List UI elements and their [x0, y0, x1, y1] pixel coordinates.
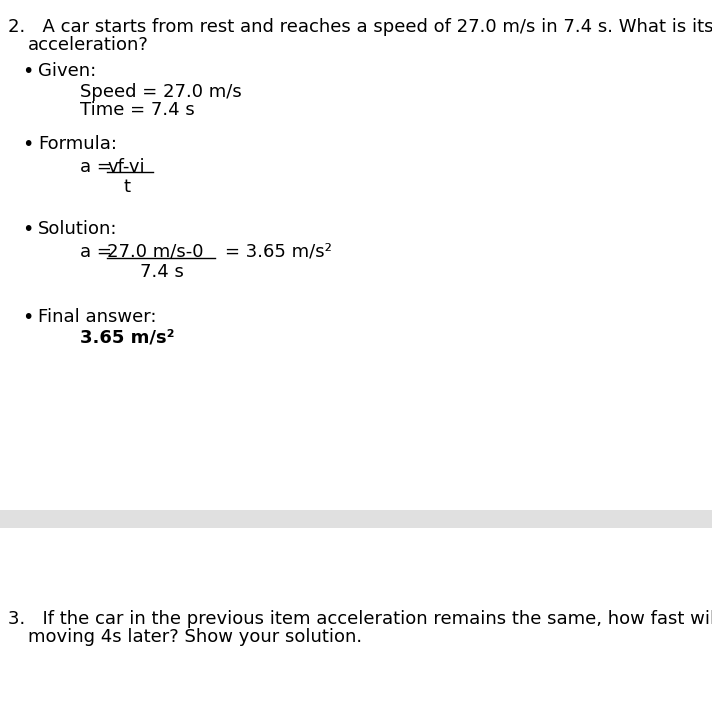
Text: 3.   If the car in the previous item acceleration remains the same, how fast wil: 3. If the car in the previous item accel… [8, 610, 712, 628]
Text: •: • [22, 220, 33, 239]
Bar [0, 510, 712, 528]
Text: 2.   A car starts from rest and reaches a speed of 27.0 m/s in 7.4 s. What is it: 2. A car starts from rest and reaches a … [8, 18, 712, 36]
Text: a =: a = [80, 158, 117, 176]
Text: vf-vi: vf-vi [107, 158, 145, 176]
Text: a =: a = [80, 243, 117, 261]
Text: 7.4 s: 7.4 s [140, 263, 184, 281]
Text: Final answer:: Final answer: [38, 308, 157, 326]
Text: Given:: Given: [38, 62, 96, 80]
Text: Time = 7.4 s: Time = 7.4 s [80, 101, 195, 119]
Text: Speed = 27.0 m/s: Speed = 27.0 m/s [80, 83, 242, 101]
Text: Solution:: Solution: [38, 220, 117, 238]
Text: 27.0 m/s-0: 27.0 m/s-0 [107, 243, 204, 261]
Text: acceleration?: acceleration? [28, 36, 149, 54]
Text: •: • [22, 308, 33, 327]
Text: moving 4s later? Show your solution.: moving 4s later? Show your solution. [28, 628, 362, 646]
Text: t: t [124, 178, 131, 196]
Text: •: • [22, 135, 33, 154]
Text: •: • [22, 62, 33, 81]
Text: Formula:: Formula: [38, 135, 117, 153]
Text: = 3.65 m/s²: = 3.65 m/s² [225, 243, 332, 261]
Text: 3.65 m/s²: 3.65 m/s² [80, 328, 174, 346]
